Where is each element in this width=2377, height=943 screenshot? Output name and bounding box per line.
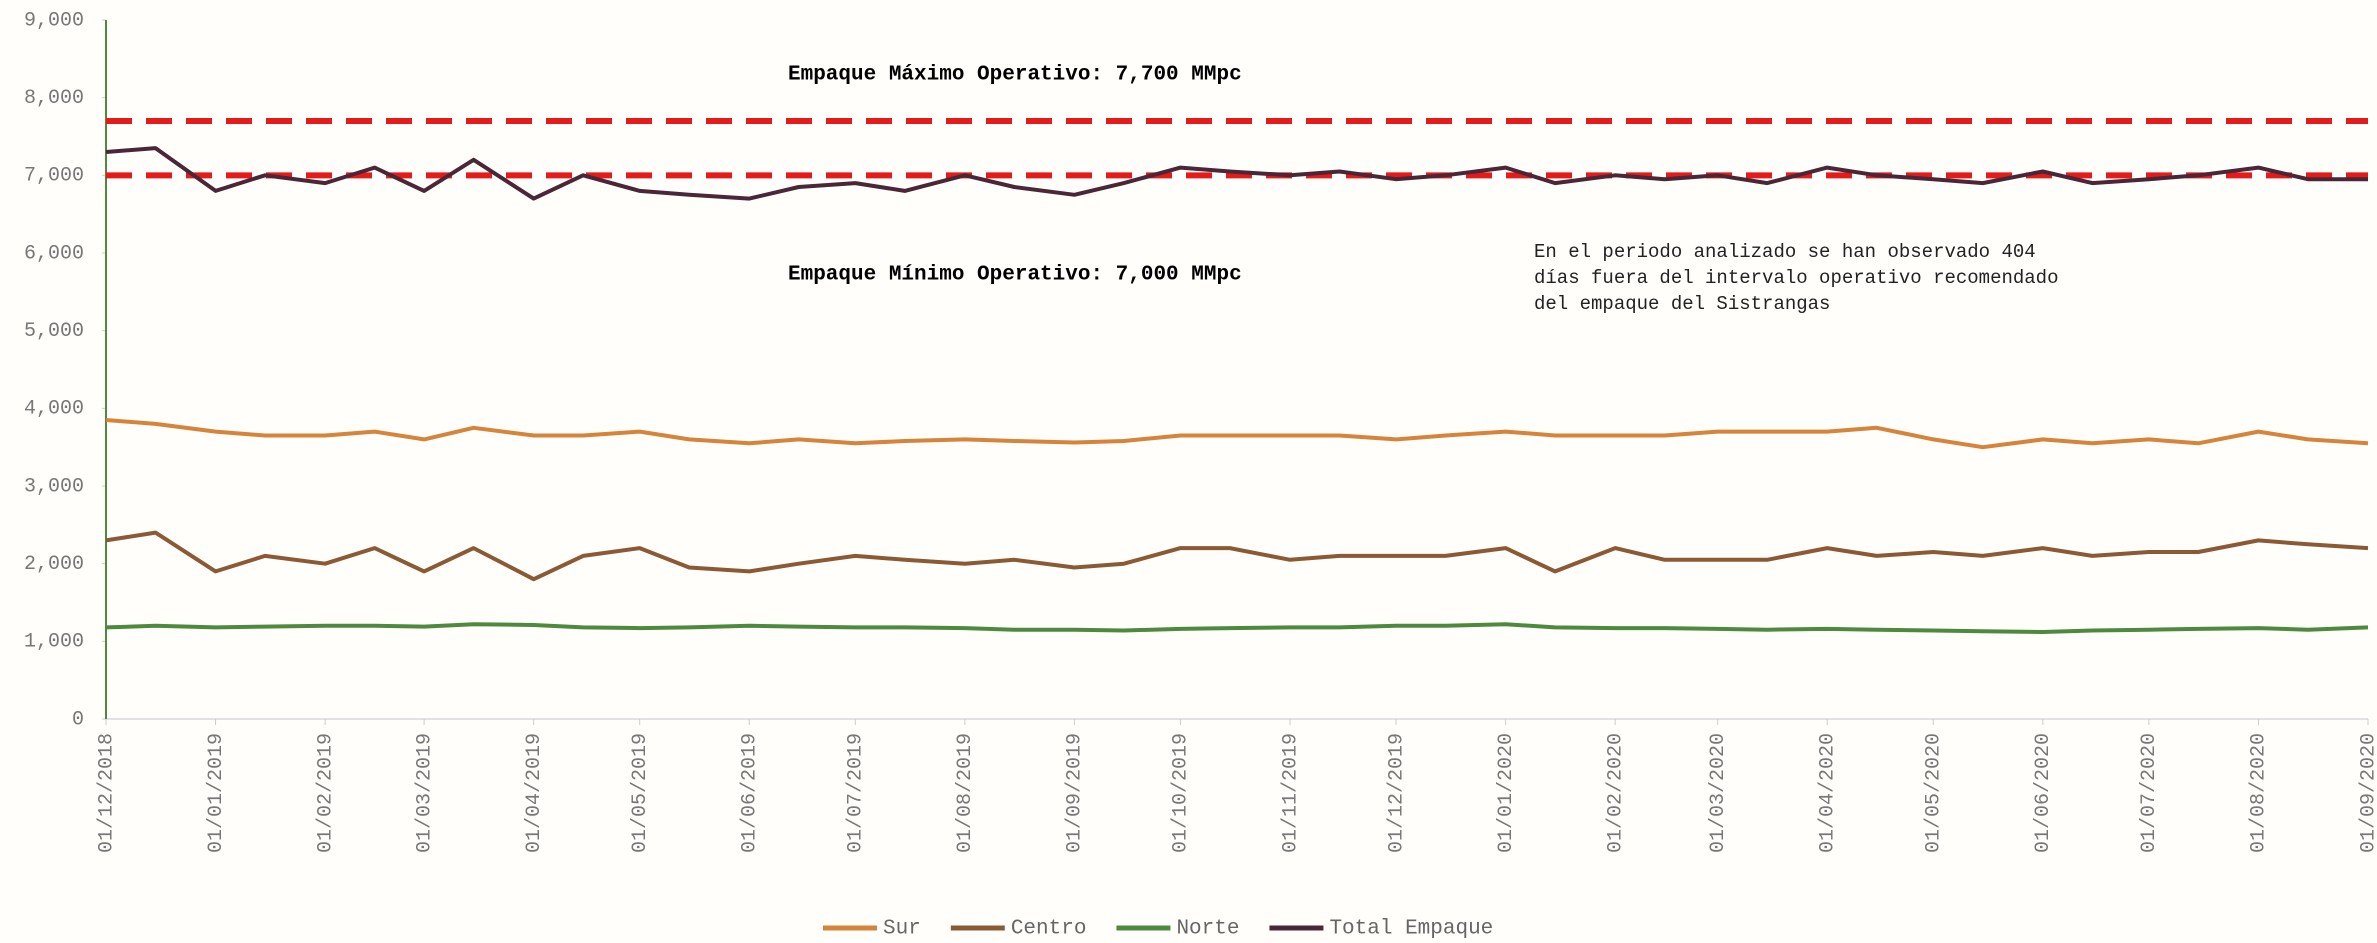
y-tick-label: 9,000 (24, 9, 84, 32)
note-line: En el periodo analizado se han observado… (1534, 241, 2036, 263)
x-tick-label: 01/03/2020 (1707, 733, 1730, 853)
x-tick-label: 01/06/2020 (2032, 733, 2055, 853)
x-tick-label: 01/12/2018 (95, 733, 118, 853)
legend-label: Total Empaque (1329, 918, 1493, 941)
x-tick-label: 01/02/2019 (314, 733, 337, 853)
series-line (105, 418, 2369, 450)
series-line (105, 530, 2369, 582)
x-tick-label: 01/05/2020 (1923, 733, 1946, 853)
y-tick-label: 1,000 (24, 631, 84, 654)
note-line: días fuera del intervalo operativo recom… (1534, 267, 2059, 289)
x-tick-label: 01/03/2019 (413, 733, 436, 853)
x-tick-label: 01/06/2019 (739, 733, 762, 853)
y-tick-label: 2,000 (24, 553, 84, 576)
legend-label: Sur (883, 918, 921, 941)
x-tick-label: 01/05/2019 (629, 733, 652, 853)
annotation: Empaque Máximo Operativo: 7,700 MMpc (788, 64, 1242, 87)
y-tick-label: 5,000 (24, 320, 84, 343)
y-tick-label: 6,000 (24, 242, 84, 265)
series-line (105, 622, 2369, 634)
x-tick-label: 01/11/2019 (1279, 733, 1302, 853)
x-tick-label: 01/08/2020 (2248, 733, 2271, 853)
x-tick-label: 01/04/2020 (1817, 733, 1840, 853)
x-tick-label: 01/09/2019 (1064, 733, 1087, 853)
x-tick-label: 01/01/2019 (205, 733, 228, 853)
x-tick-label: 01/07/2019 (845, 733, 868, 853)
y-tick-label: 8,000 (24, 87, 84, 110)
y-tick-label: 0 (72, 708, 84, 731)
y-tick-label: 3,000 (24, 475, 84, 498)
x-tick-label: 01/12/2019 (1385, 733, 1408, 853)
x-tick-label: 01/01/2020 (1495, 733, 1518, 853)
series-line (105, 146, 2368, 201)
x-tick-label: 01/07/2020 (2138, 733, 2161, 853)
x-tick-label: 01/09/2020 (2357, 733, 2377, 853)
x-tick-label: 01/04/2019 (523, 733, 546, 853)
note-line: del empaque del Sistrangas (1534, 293, 1830, 315)
x-tick-label: 01/10/2019 (1170, 733, 1193, 853)
legend-label: Norte (1176, 918, 1239, 941)
legend-label: Centro (1011, 918, 1087, 941)
y-tick-label: 7,000 (24, 165, 84, 188)
x-tick-label: 01/02/2020 (1604, 733, 1627, 853)
y-tick-label: 4,000 (24, 398, 84, 421)
annotation: Empaque Mínimo Operativo: 7,000 MMpc (788, 264, 1242, 287)
x-tick-label: 01/08/2019 (954, 733, 977, 853)
